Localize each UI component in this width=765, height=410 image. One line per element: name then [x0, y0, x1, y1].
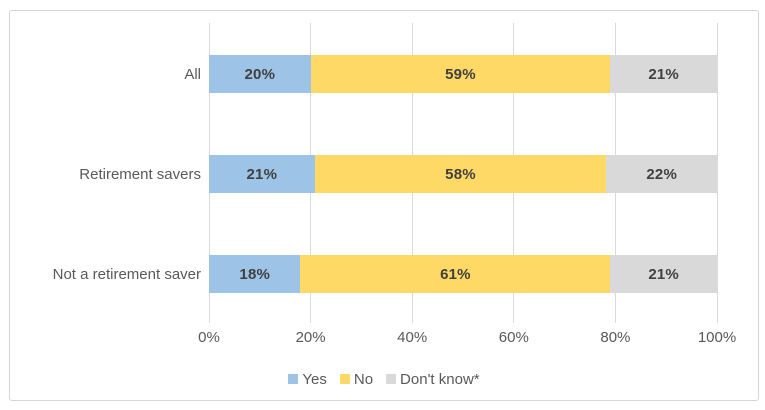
legend-label: Yes: [302, 370, 327, 388]
bar-segment-no: 58%: [314, 155, 607, 193]
data-label: 61%: [440, 265, 471, 283]
category-label: Retirement savers: [79, 166, 201, 183]
legend-item: Yes: [288, 370, 327, 388]
bar-row: 20% 59% 21%: [209, 55, 717, 93]
axis-tick-label: 100%: [697, 329, 737, 346]
data-label: 59%: [445, 65, 476, 83]
data-label: 21%: [648, 265, 679, 283]
legend: Yes No Don't know*: [10, 368, 758, 390]
bar-row: 21% 58% 22%: [209, 155, 718, 193]
bar-segment-yes: 18%: [209, 255, 301, 293]
data-label: 20%: [244, 65, 276, 83]
data-label: 18%: [239, 265, 271, 283]
bar-segment-don-t-know: 21%: [610, 255, 717, 293]
legend-label: No: [353, 370, 374, 388]
axis-tick-label: 40%: [397, 329, 428, 346]
axis-tick-label: 0%: [198, 329, 220, 346]
axis-tick-label: 60%: [498, 329, 529, 346]
chart-frame: 20% 59% 21% 21% 58% 22% 18% 61% 21% All Retiremen…: [9, 10, 759, 401]
bar-segment-yes: 20%: [209, 55, 311, 93]
legend-swatch-icon: [386, 374, 397, 384]
data-label: 22%: [646, 165, 677, 183]
legend-swatch-icon: [288, 374, 299, 384]
data-label: 21%: [648, 65, 679, 83]
category-label: Not a retirement saver: [52, 266, 201, 283]
legend-item: No: [339, 370, 374, 388]
axis-tick-label: 80%: [600, 329, 631, 346]
legend-swatch-icon: [339, 374, 350, 384]
bar-segment-yes: 21%: [209, 155, 315, 193]
axis-tick-label: 20%: [295, 329, 326, 346]
data-label: 58%: [445, 165, 476, 183]
bar-segment-no: 59%: [310, 55, 611, 93]
plot-area: 20% 59% 21% 21% 58% 22% 18% 61% 21%: [208, 23, 718, 323]
bar-row: 18% 61% 21%: [209, 255, 717, 293]
bar-segment-don-t-know: 21%: [610, 55, 717, 93]
category-label: All: [184, 66, 201, 83]
legend-label: Don't know*: [400, 370, 480, 388]
legend-item: Don't know*: [386, 371, 480, 388]
data-label: 21%: [246, 165, 278, 183]
bar-segment-don-t-know: 22%: [606, 155, 718, 193]
bar-segment-no: 61%: [300, 255, 611, 293]
